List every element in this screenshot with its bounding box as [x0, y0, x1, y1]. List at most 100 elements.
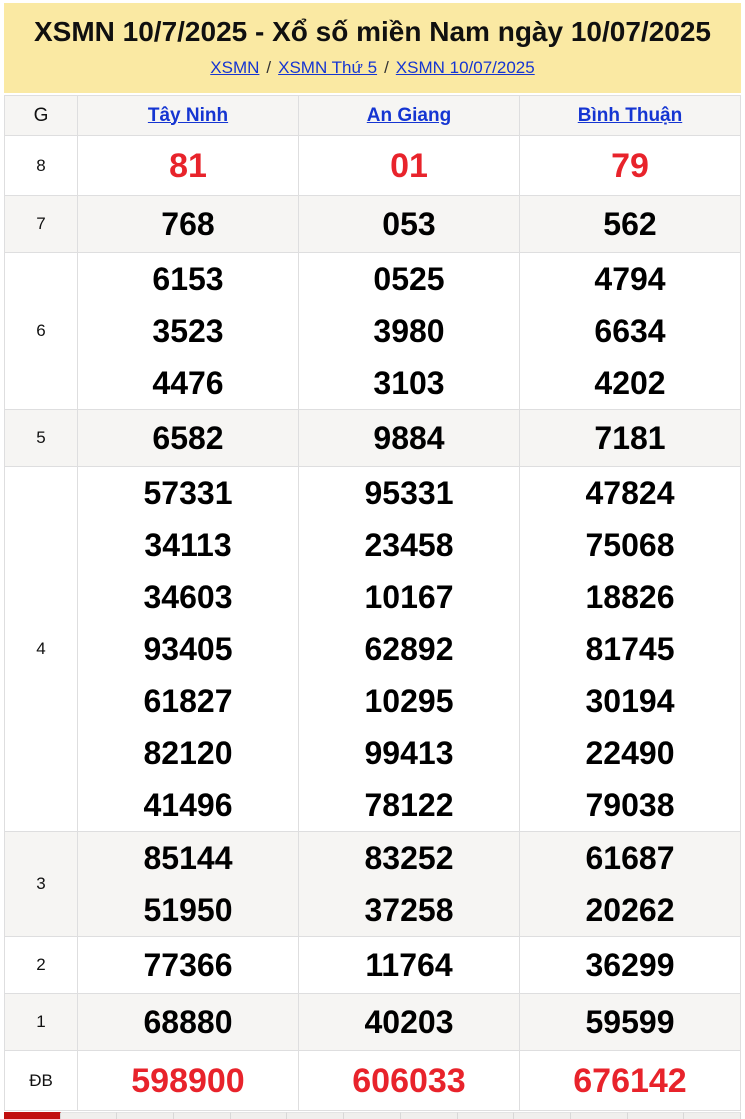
- prize-number: 7181: [594, 420, 666, 456]
- prize-number: 01: [390, 146, 428, 185]
- prize-number: 79038: [585, 787, 675, 823]
- prize-number: 768: [161, 206, 215, 242]
- prize-number: 4476: [152, 365, 224, 401]
- prize-number: 47824: [585, 475, 675, 511]
- prize-number: 79: [611, 146, 649, 185]
- prize-label: 6: [4, 252, 78, 410]
- prize-numbers-cell: 47824 75068 18826 81745 30194 22490 79038: [519, 466, 741, 832]
- results-table: G Tây Ninh An Giang Bình Thuận 8 81 01 79 7 7…: [4, 95, 741, 1111]
- prize-numbers-cell: 36299: [519, 936, 741, 994]
- prize-number: 93405: [143, 631, 233, 667]
- strip-cell: [684, 1112, 741, 1119]
- prize-row-4: 4 57331 34113 34603 93405 61827 82120 41496 9533…: [4, 466, 741, 832]
- prize-numbers-cell: 768: [77, 195, 299, 253]
- prize-label: 4: [4, 466, 78, 832]
- prize-number: 676142: [573, 1061, 687, 1100]
- prize-number: 4794: [594, 261, 666, 297]
- breadcrumb: XSMN / XSMN Thứ 5 / XSMN 10/07/2025: [4, 58, 741, 78]
- province-link-tay-ninh[interactable]: Tây Ninh: [147, 104, 229, 126]
- prize-numbers-cell: 598900: [77, 1050, 299, 1111]
- strip-cell: [344, 1112, 401, 1119]
- prize-label: 1: [4, 993, 78, 1051]
- prize-number: 61687: [585, 840, 675, 876]
- prize-label: 2: [4, 936, 78, 994]
- prize-number: 68880: [143, 1004, 233, 1040]
- prize-number: 10167: [364, 579, 454, 615]
- prize-number: 81: [169, 146, 207, 185]
- strip-cell: [627, 1112, 685, 1119]
- prize-number: 598900: [131, 1061, 245, 1100]
- prize-number: 36299: [585, 947, 675, 983]
- prize-numbers-cell: 68880: [77, 993, 299, 1051]
- prize-numbers-cell: 77366: [77, 936, 299, 994]
- prize-numbers-cell: 6153 3523 4476: [77, 252, 299, 410]
- prize-numbers-cell: 57331 34113 34603 93405 61827 82120 41496: [77, 466, 299, 832]
- prize-numbers-cell: 11764: [298, 936, 520, 994]
- province-header-tay-ninh: Tây Ninh: [77, 95, 299, 136]
- prize-numbers-cell: 01: [298, 135, 520, 196]
- prize-number: 22490: [585, 735, 675, 771]
- prize-numbers-cell: 9884: [298, 409, 520, 467]
- prize-number: 81745: [585, 631, 675, 667]
- breadcrumb-separator: /: [384, 58, 389, 77]
- prize-number: 18826: [585, 579, 675, 615]
- breadcrumb-separator: /: [266, 58, 272, 77]
- province-link-an-giang[interactable]: An Giang: [366, 104, 452, 126]
- prize-number: 83252: [364, 840, 454, 876]
- prize-numbers-cell: 053: [298, 195, 520, 253]
- prize-number: 30194: [585, 683, 675, 719]
- prize-number: 562: [603, 206, 657, 242]
- strip-cell: [514, 1112, 571, 1119]
- prize-number: 78122: [364, 787, 454, 823]
- province-link-binh-thuan[interactable]: Bình Thuận: [577, 104, 683, 126]
- prize-number: 37258: [364, 892, 454, 928]
- prize-numbers-cell: 85144 51950: [77, 831, 299, 937]
- prize-row-6: 6 6153 3523 4476 0525 3980 3103 4794 6634 4202: [4, 252, 741, 410]
- prize-number: 77366: [143, 947, 233, 983]
- prize-number: 10295: [364, 683, 454, 719]
- prize-row-1: 1 68880 40203 59599: [4, 993, 741, 1051]
- strip-highlight-cell: [4, 1112, 61, 1119]
- prize-number: 3103: [373, 365, 445, 401]
- prize-number: 606033: [352, 1061, 466, 1100]
- prize-numbers-cell: 6582: [77, 409, 299, 467]
- prize-number: 9884: [373, 420, 445, 456]
- province-header-an-giang: An Giang: [298, 95, 520, 136]
- prize-number: 3523: [152, 313, 224, 349]
- prize-label: 3: [4, 831, 78, 937]
- prize-number: 41496: [143, 787, 233, 823]
- prize-number: 51950: [143, 892, 233, 928]
- prize-numbers-cell: 61687 20262: [519, 831, 741, 937]
- prize-row-7: 7 768 053 562: [4, 195, 741, 253]
- strip-cell: [570, 1112, 628, 1119]
- prize-numbers-cell: 606033: [298, 1050, 520, 1111]
- strip-cell: [60, 1112, 118, 1119]
- breadcrumb-link-xsmn-date[interactable]: XSMN 10/07/2025: [395, 58, 535, 77]
- breadcrumb-link-xsmn-thu-5[interactable]: XSMN Thứ 5: [278, 58, 378, 77]
- prize-number: 6634: [594, 313, 666, 349]
- prize-row-2: 2 77366 11764 36299: [4, 936, 741, 994]
- strip-cell: [117, 1112, 175, 1119]
- prize-numbers-cell: 40203: [298, 993, 520, 1051]
- breadcrumb-link-xsmn[interactable]: XSMN: [210, 58, 260, 77]
- prize-number: 34603: [143, 579, 233, 615]
- prize-number: 6153: [152, 261, 224, 297]
- prize-numbers-cell: 83252 37258: [298, 831, 520, 937]
- prize-label: 7: [4, 195, 78, 253]
- prize-number: 0525: [373, 261, 445, 297]
- prize-number: 053: [382, 206, 436, 242]
- prize-numbers-cell: 7181: [519, 409, 741, 467]
- prize-row-5: 5 6582 9884 7181: [4, 409, 741, 467]
- header-banner: XSMN 10/7/2025 - Xổ số miền Nam ngày 10/…: [4, 3, 741, 93]
- prize-number: 6582: [152, 420, 224, 456]
- prize-numbers-cell: 676142: [519, 1050, 741, 1111]
- prize-row-8: 8 81 01 79: [4, 135, 741, 196]
- prize-number: 85144: [143, 840, 233, 876]
- prize-numbers-cell: 81: [77, 135, 299, 196]
- prize-number: 20262: [585, 892, 675, 928]
- prize-numbers-cell: 562: [519, 195, 741, 253]
- strip-cell: [174, 1112, 231, 1119]
- prize-number: 82120: [143, 735, 233, 771]
- strip-cell: [230, 1112, 288, 1119]
